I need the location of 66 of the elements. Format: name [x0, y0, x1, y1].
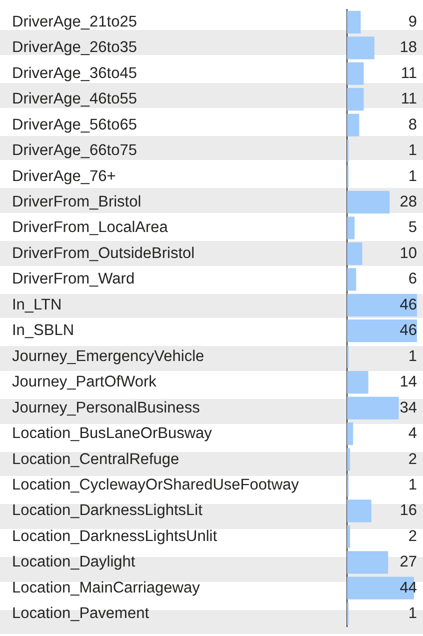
- y-tick-label: DriverFrom_LocalArea: [12, 219, 168, 236]
- bar: [347, 88, 364, 111]
- y-tick-label: Location_Daylight: [12, 554, 136, 571]
- y-tick-label: DriverAge_66to75: [12, 142, 137, 160]
- y-tick-label: In_SBLN: [12, 322, 74, 340]
- y-tick-label: Journey_PartOfWork: [12, 374, 157, 391]
- data-label: 28: [400, 194, 417, 211]
- bar: [347, 448, 350, 471]
- y-tick-label: Location_BusLaneOrBusway: [12, 425, 212, 442]
- y-tick-label: DriverAge_36to45: [12, 64, 137, 82]
- y-tick-label: DriverAge_76+: [12, 168, 116, 185]
- data-label: 8: [408, 116, 417, 134]
- bar: [347, 242, 362, 266]
- bar: [347, 36, 374, 60]
- bar: [347, 525, 350, 548]
- y-tick-label: Location_MainCarriageway: [12, 579, 200, 596]
- y-tick-label: Location_CyclewayOrSharedUseFootway: [12, 476, 300, 494]
- y-tick-label: DriverAge_21to25: [12, 13, 137, 30]
- bar: [347, 396, 399, 420]
- bar: [347, 422, 354, 446]
- data-label: 1: [408, 168, 417, 185]
- bar: [347, 114, 360, 136]
- y-tick-label: DriverAge_46to55: [12, 90, 137, 108]
- data-label: 11: [400, 90, 417, 108]
- data-label: 4: [408, 425, 418, 442]
- y-tick-label: Location_CentralRefuge: [12, 450, 180, 468]
- data-label: 2: [408, 528, 417, 545]
- y-tick-label: DriverFrom_Ward: [12, 270, 135, 288]
- y-tick-label: DriverAge_26to35: [12, 39, 137, 56]
- y-tick-label: DriverAge_56to65: [12, 116, 137, 134]
- data-label: 27: [400, 554, 417, 571]
- data-label: 1: [408, 348, 417, 365]
- bar: [347, 551, 388, 574]
- data-label: 5: [408, 219, 417, 236]
- data-label: 46: [400, 322, 417, 340]
- bar: [347, 320, 417, 342]
- y-tick-label: Location_DarknessLightsLit: [12, 502, 204, 520]
- y-tick-label: DriverFrom_Bristol: [12, 194, 142, 211]
- y-tick-label: In_LTN: [12, 296, 62, 314]
- data-label: 16: [400, 502, 417, 520]
- bar: [347, 190, 390, 214]
- y-tick-label: Journey_PersonalBusiness: [12, 399, 200, 416]
- y-tick-label: Location_DarknessLightsUnlit: [12, 528, 218, 545]
- bar: [347, 294, 417, 316]
- y-tick-label: DriverFrom_OutsideBristol: [12, 244, 195, 262]
- bar: [347, 62, 364, 85]
- data-label: 44: [400, 579, 418, 596]
- data-label: 1: [408, 476, 417, 494]
- data-label: 1: [408, 605, 417, 622]
- bar: [347, 500, 372, 522]
- bar: [347, 370, 368, 394]
- data-label: 1: [408, 142, 417, 160]
- data-label: 34: [400, 399, 418, 416]
- data-label: 14: [400, 374, 418, 391]
- data-label: 46: [400, 296, 417, 314]
- bar: [347, 268, 356, 291]
- bar: [347, 216, 355, 240]
- y-tick-label: Location_Pavement: [12, 605, 150, 622]
- data-label: 6: [408, 270, 417, 288]
- data-label: 2: [408, 450, 417, 468]
- bar: [347, 10, 361, 34]
- data-label: 10: [400, 244, 418, 262]
- data-label: 11: [400, 64, 417, 82]
- data-label: 18: [400, 39, 417, 56]
- y-tick-label: Journey_EmergencyVehicle: [12, 348, 204, 365]
- data-label: 9: [408, 13, 417, 30]
